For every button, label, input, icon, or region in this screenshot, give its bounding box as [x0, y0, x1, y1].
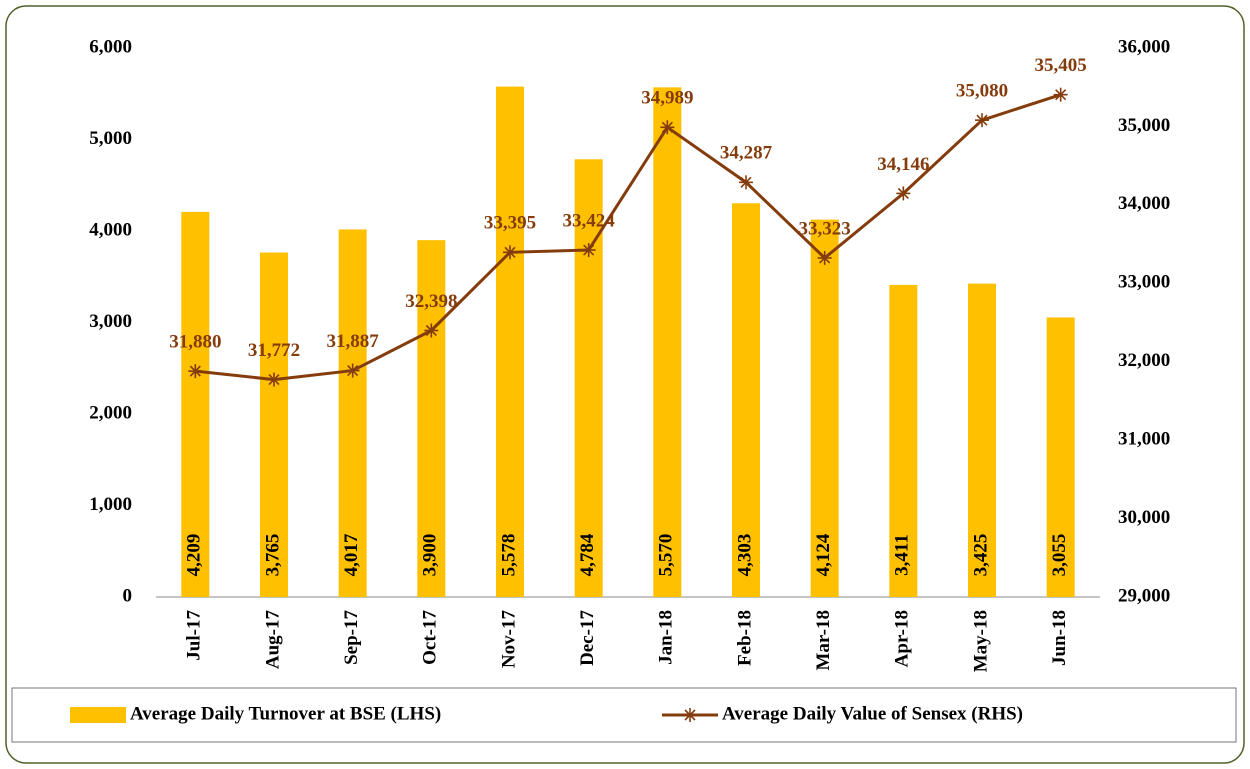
- line-value-label: 31,772: [248, 340, 300, 361]
- marker-stroke: [976, 114, 988, 126]
- legend-swatch: [70, 707, 126, 723]
- x-tick-label: Feb-18: [734, 610, 755, 666]
- bar-value-label: 3,055: [1049, 534, 1070, 577]
- bar: [574, 159, 603, 597]
- x-tick-label: Jun-18: [1049, 610, 1070, 666]
- line-marker: [345, 363, 360, 378]
- marker-stroke: [897, 187, 909, 199]
- y2-tick-label: 33,000: [1118, 272, 1170, 293]
- y2-tick-label: 30,000: [1118, 507, 1170, 528]
- line-marker: [975, 113, 989, 128]
- bar: [181, 211, 210, 597]
- y2-tick-label: 29,000: [1118, 585, 1170, 606]
- marker-stroke: [740, 176, 752, 188]
- y-tick-label: 3,000: [89, 311, 132, 332]
- legend-box: [11, 687, 1237, 743]
- y-tick-label: 1,000: [89, 494, 132, 515]
- x-tick-label: Apr-18: [892, 610, 913, 667]
- marker-stroke: [268, 374, 280, 386]
- line-marker: [424, 323, 439, 338]
- bar-value-label: 3,765: [262, 534, 283, 577]
- line-value-label: 33,424: [563, 210, 616, 231]
- line-value-label: 34,146: [877, 154, 929, 175]
- bar-value-label: 3,425: [970, 534, 991, 577]
- line-value-label: 34,989: [641, 88, 693, 109]
- legend-label: Average Daily Turnover at BSE (LHS): [130, 703, 441, 724]
- line-marker: [739, 175, 753, 190]
- legend-marker: [683, 708, 697, 722]
- y-tick-label: 5,000: [89, 128, 132, 149]
- x-tick-label: Jan-18: [656, 610, 677, 665]
- bar-value-label: 4,209: [184, 534, 205, 577]
- marker-stroke: [819, 252, 831, 264]
- line-marker: [188, 364, 203, 379]
- line-marker: [267, 372, 281, 387]
- bar-value-label: 3,411: [892, 534, 913, 576]
- marker-stroke: [189, 365, 201, 377]
- marker-stroke: [504, 246, 516, 258]
- line-value-label: 31,887: [327, 331, 380, 352]
- bar: [1046, 317, 1075, 597]
- line-value-label: 32,398: [405, 291, 457, 312]
- bar-value-label: 5,578: [498, 534, 519, 577]
- line-value-label: 35,405: [1035, 55, 1087, 76]
- x-tick-label: Dec-17: [577, 610, 598, 666]
- y-tick-label: 6,000: [89, 36, 132, 57]
- y-tick-label: 4,000: [89, 219, 132, 240]
- bar: [417, 240, 446, 597]
- x-tick-label: Oct-17: [420, 610, 441, 665]
- bar: [889, 284, 918, 597]
- x-tick-label: Sep-17: [341, 610, 362, 665]
- line-marker: [503, 245, 517, 260]
- x-tick-label: Jul-17: [184, 610, 205, 661]
- bar: [968, 283, 996, 597]
- x-tick-label: Mar-18: [813, 610, 834, 671]
- bar: [810, 219, 839, 598]
- line-value-label: 35,080: [956, 81, 1008, 102]
- y-tick-label: 0: [123, 585, 133, 606]
- line-marker: [896, 186, 911, 201]
- y2-tick-label: 36,000: [1118, 36, 1170, 57]
- line-value-label: 34,287: [720, 143, 773, 164]
- bar: [732, 203, 760, 597]
- line-marker: [660, 120, 675, 135]
- line-value-label: 31,880: [169, 331, 221, 352]
- y2-tick-label: 34,000: [1118, 193, 1170, 214]
- bar-value-label: 4,017: [341, 533, 362, 576]
- bar-value-label: 4,303: [734, 534, 755, 577]
- bar: [496, 86, 524, 597]
- bar-value-label: 5,570: [656, 534, 677, 577]
- chart-border: [5, 5, 1245, 764]
- bar: [653, 87, 682, 597]
- legend-label: Average Daily Value of Sensex (RHS): [722, 703, 1023, 724]
- y2-tick-label: 35,000: [1118, 115, 1170, 136]
- y-tick-label: 2,000: [89, 402, 132, 423]
- bar: [260, 252, 288, 597]
- marker-stroke: [583, 244, 595, 256]
- line-marker: [817, 250, 832, 265]
- bar-value-label: 4,784: [577, 533, 598, 576]
- bar-value-label: 3,900: [420, 534, 441, 577]
- line: [195, 93, 1062, 382]
- marker-stroke: [347, 365, 359, 377]
- x-tick-label: Nov-17: [498, 610, 519, 669]
- y2-tick-label: 31,000: [1118, 429, 1170, 450]
- line-value-label: 33,395: [484, 213, 536, 234]
- marker-stroke: [1055, 89, 1067, 101]
- bar: [338, 229, 367, 597]
- line-value-label: 33,323: [799, 218, 851, 239]
- x-tick-label: Aug-17: [262, 610, 283, 670]
- marker-stroke: [661, 121, 673, 133]
- line-marker: [581, 243, 596, 258]
- y2-tick-label: 32,000: [1118, 350, 1170, 371]
- marker-stroke: [425, 324, 437, 337]
- marker-stroke: [684, 709, 696, 721]
- line-marker: [1053, 87, 1068, 102]
- bar-value-label: 4,124: [813, 533, 834, 576]
- x-tick-label: May-18: [970, 610, 991, 672]
